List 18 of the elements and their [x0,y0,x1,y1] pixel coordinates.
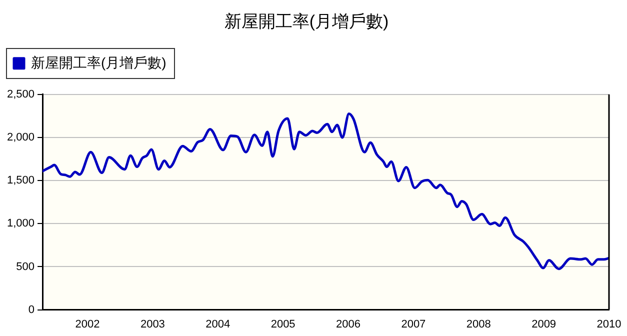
x-tick-label: 2010 [596,318,622,330]
x-tick-label: 2005 [270,318,296,330]
y-tick-label: 0 [28,304,35,316]
y-tick-label: 1,000 [6,218,35,230]
x-tick-label: 2009 [532,318,556,330]
x-tick-label: 2008 [466,318,491,330]
y-tick-label: 1,500 [6,174,35,187]
y-tick-label: 2,500 [6,88,35,100]
x-tick-label: 2007 [401,318,426,330]
x-tick-label: 2004 [206,318,230,330]
line-series [42,112,609,270]
y-tick-label: 500 [16,260,35,273]
x-tick-label: 2003 [140,318,165,330]
chart-title: 新屋開工率(月增戶數) [224,12,389,31]
legend-label: 新屋開工率(月增戶數) [31,54,166,70]
x-tick-label: 2002 [75,318,100,330]
x-tick-label: 2006 [336,318,360,330]
y-tick-label: 2,000 [6,132,35,144]
